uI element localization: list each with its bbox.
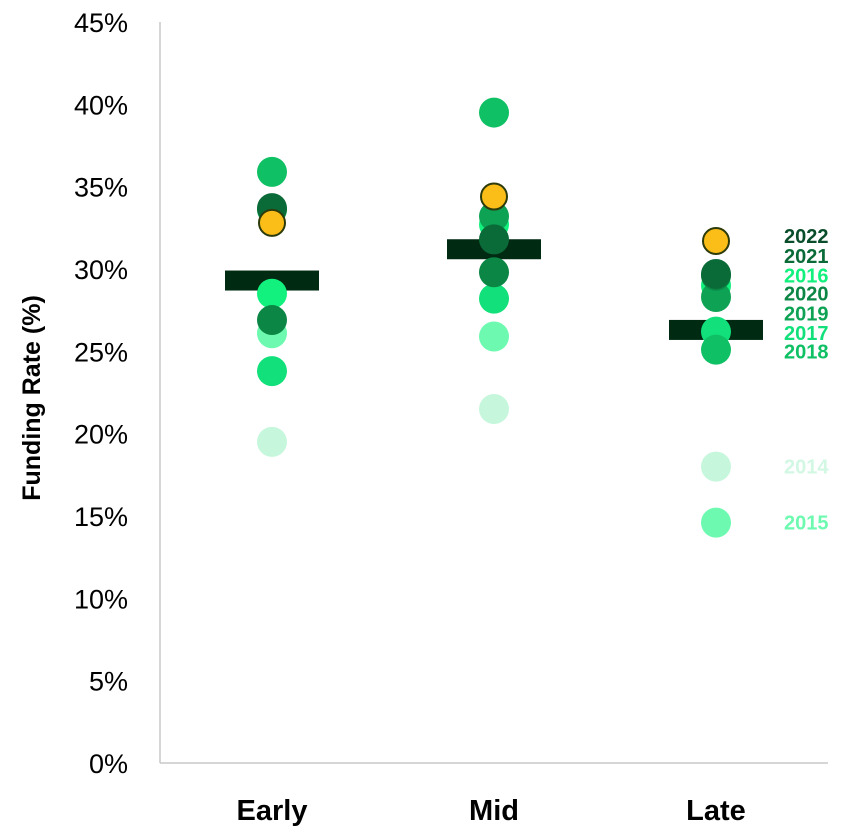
point-2020 <box>257 305 287 336</box>
year-label-2018: 2018 <box>784 341 829 363</box>
x-category-label: Early <box>237 795 308 827</box>
point-2021 <box>479 224 509 255</box>
y-tick-label: 0% <box>89 749 128 779</box>
year-label-2014: 2014 <box>784 457 829 479</box>
point-2018 <box>701 334 731 365</box>
y-tick-label: 25% <box>74 337 128 367</box>
y-tick-label: 40% <box>74 90 128 120</box>
point-2022 <box>480 182 508 211</box>
y-tick-label: 20% <box>74 420 128 450</box>
x-category-label: Late <box>686 795 746 827</box>
y-axis-label: Funding Rate (%) <box>18 295 46 501</box>
point-2016 <box>257 278 287 309</box>
x-category-label: Mid <box>469 795 519 827</box>
year-label-2021: 2021 <box>784 246 829 268</box>
point-2015 <box>479 321 509 352</box>
point-2022 <box>702 227 730 256</box>
y-tick-label: 15% <box>74 502 128 532</box>
point-2014 <box>479 393 509 424</box>
year-label-2020: 2020 <box>784 284 829 306</box>
point-2019 <box>479 201 509 232</box>
year-label-2016: 2016 <box>784 266 829 288</box>
point-2015 <box>701 507 731 538</box>
data-points <box>257 97 731 538</box>
point-2019 <box>701 281 731 312</box>
y-tick-label: 10% <box>74 584 128 614</box>
y-tick-label: 5% <box>89 667 128 697</box>
y-tick-labels: 0% 5% 10% 15% 20% 25% 30% 35% 40% 45% <box>74 8 128 779</box>
x-category-labels: Early Mid Late <box>237 795 746 827</box>
point-2020 <box>479 257 509 288</box>
point-2021 <box>701 258 731 289</box>
year-label-2017: 2017 <box>784 323 829 345</box>
year-label-2019: 2019 <box>784 303 829 325</box>
point-2017 <box>257 356 287 387</box>
y-tick-label: 30% <box>74 255 128 285</box>
point-2014 <box>257 426 287 457</box>
y-tick-label: 45% <box>74 8 128 38</box>
point-2018 <box>257 156 287 187</box>
point-2018 <box>479 97 509 128</box>
year-label-2015: 2015 <box>784 513 829 535</box>
point-2017 <box>479 283 509 314</box>
point-2022 <box>258 208 286 237</box>
year-label-2022: 2022 <box>784 226 829 248</box>
point-2014 <box>701 451 731 482</box>
y-tick-label: 35% <box>74 173 128 203</box>
